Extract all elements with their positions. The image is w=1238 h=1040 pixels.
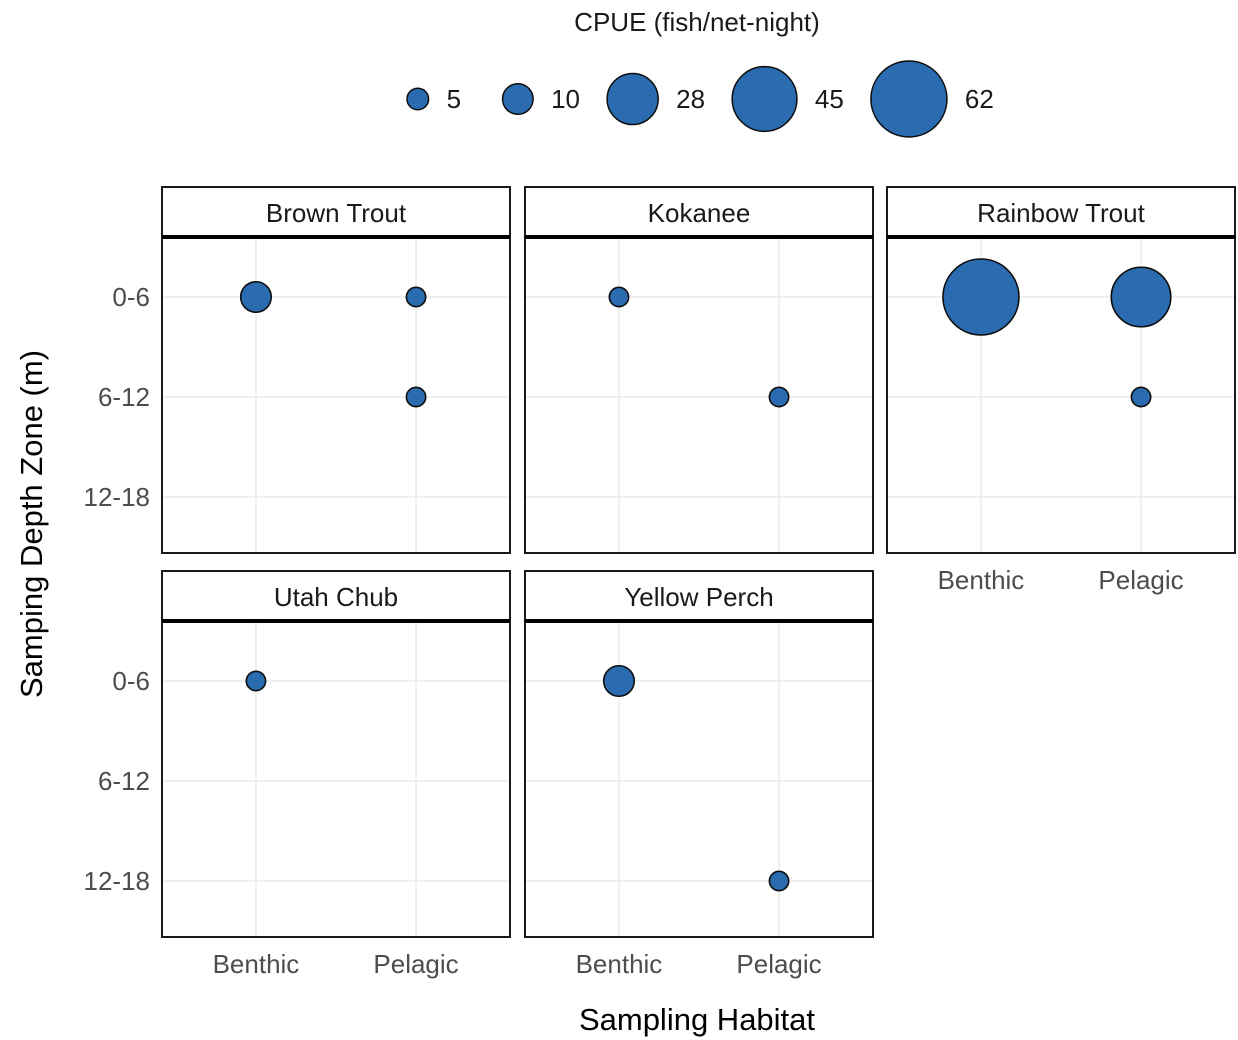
- strip-background: [886, 186, 1236, 238]
- data-point: [602, 664, 636, 698]
- x-tick-label: Pelagic: [736, 949, 821, 979]
- data-point: [405, 286, 427, 308]
- strip-background: [161, 570, 511, 622]
- x-tick-label: Benthic: [213, 949, 300, 979]
- legend-bubble-28: [606, 72, 659, 126]
- x-tick-label: Pelagic: [373, 949, 458, 979]
- y-tick-label: 0-6: [112, 282, 150, 312]
- legend-title: CPUE (fish/net-night): [574, 7, 820, 37]
- facet-brown-trout: Brown Trout: [161, 186, 511, 554]
- data-point: [1110, 266, 1172, 328]
- y-tick-label: 12-18: [84, 866, 151, 896]
- facet-kokanee: Kokanee: [524, 186, 874, 554]
- data-point: [1130, 386, 1152, 408]
- size-legend: 5 10 28 45 62: [406, 60, 994, 138]
- data-point: [768, 386, 790, 408]
- y-tick-label: 12-18: [84, 482, 151, 512]
- strip-label: Brown Trout: [266, 198, 407, 228]
- y-axis-tick-labels: 0-6 6-12 12-18 0-6 6-12 12-18: [84, 282, 151, 896]
- panel-background: [162, 237, 510, 553]
- strip-background: [161, 186, 511, 238]
- data-point: [608, 286, 630, 308]
- legend-label-45: 45: [815, 84, 844, 114]
- facet-utah-chub: Utah Chub: [161, 570, 511, 938]
- strip-label: Kokanee: [648, 198, 751, 228]
- facet-yellow-perch: Yellow Perch: [524, 570, 874, 938]
- strip-background: [524, 186, 874, 238]
- facet-rainbow-trout: Rainbow Trout: [886, 186, 1236, 554]
- facet-panels: Brown Trout Kokanee Rainbow Trout Utah Chub…: [161, 186, 1236, 938]
- legend-label-5: 5: [447, 84, 461, 114]
- panel-background: [162, 621, 510, 937]
- x-tick-label: Benthic: [938, 565, 1025, 595]
- data-point: [768, 870, 790, 892]
- y-axis-title: Samping Depth Zone (m): [14, 350, 49, 698]
- x-tick-label: Benthic: [576, 949, 663, 979]
- panel-background: [525, 621, 873, 937]
- panel-background: [525, 237, 873, 553]
- strip-label: Utah Chub: [274, 582, 398, 612]
- legend-bubble-5: [406, 87, 430, 111]
- panel-background: [887, 237, 1235, 553]
- data-point: [245, 670, 267, 692]
- legend-label-28: 28: [676, 84, 705, 114]
- legend-bubble-10: [501, 82, 534, 116]
- x-axis-title: Sampling Habitat: [579, 1002, 815, 1037]
- legend-label-10: 10: [551, 84, 580, 114]
- x-tick-label: Pelagic: [1098, 565, 1183, 595]
- legend-label-62: 62: [965, 84, 994, 114]
- y-tick-label: 6-12: [98, 766, 150, 796]
- strip-label: Yellow Perch: [624, 582, 773, 612]
- data-point: [942, 258, 1020, 336]
- strip-background: [524, 570, 874, 622]
- data-point: [405, 386, 427, 408]
- legend-bubble-62: [870, 60, 948, 138]
- data-point: [239, 280, 273, 314]
- y-tick-label: 6-12: [98, 382, 150, 412]
- strip-label: Rainbow Trout: [977, 198, 1145, 228]
- x-axis-tick-labels: Benthic Pelagic Benthic Pelagic Benthic Pelag…: [213, 565, 1184, 979]
- y-tick-label: 0-6: [112, 666, 150, 696]
- legend-bubble-45: [731, 65, 798, 133]
